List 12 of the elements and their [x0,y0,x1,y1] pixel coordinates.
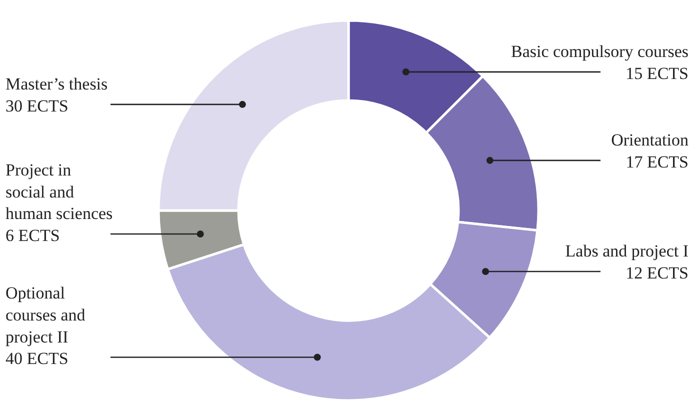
slice-label: Project in social and human sciences [6,160,113,224]
data-label: 12 ECTS [626,264,688,283]
data-label: 6 ECTS [6,226,60,245]
slice-label: Labs and project I [565,242,689,261]
data-label: 17 ECTS [626,152,688,172]
slice-label: Optional courses and project II [6,284,86,346]
data-label: 15 ECTS [626,64,688,83]
data-label: 30 ECTS [6,96,68,116]
slice-label: Master’s thesis [6,74,108,94]
slice-label: Basic compulsory courses [510,42,689,62]
data-label: 40 ECTS [6,349,68,368]
slice-label: Orientation [611,130,689,150]
